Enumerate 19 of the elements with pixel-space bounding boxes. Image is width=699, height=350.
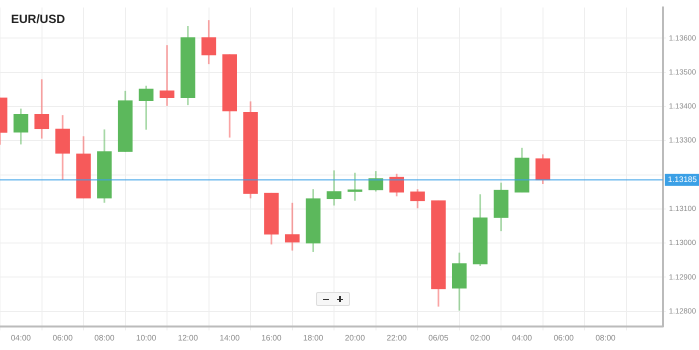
candlestick bbox=[160, 45, 174, 106]
x-tick-label: 10:00 bbox=[136, 333, 157, 342]
x-tick-label: 02:00 bbox=[470, 333, 491, 342]
x-tick-label: 18:00 bbox=[303, 333, 324, 342]
ref-line-label: 1.13185 bbox=[668, 175, 698, 184]
x-tick-label: 16:00 bbox=[261, 333, 282, 342]
candlestick bbox=[348, 172, 362, 201]
x-tick-label: 08:00 bbox=[595, 333, 616, 342]
chart-title: EUR/USD bbox=[11, 12, 66, 26]
x-tick-label: 06/05 bbox=[428, 333, 449, 342]
x-tick-label: 06:00 bbox=[554, 333, 574, 342]
x-tick-label: 06:00 bbox=[52, 333, 74, 342]
x-tick-label: 22:00 bbox=[386, 333, 408, 342]
x-tick-label: 04:00 bbox=[512, 333, 533, 342]
x-tick-label: 14:00 bbox=[220, 333, 240, 342]
x-tick-label: 08:00 bbox=[94, 333, 115, 342]
x-tick-label: 20:00 bbox=[344, 333, 366, 342]
x-tick-label: 12:00 bbox=[178, 333, 198, 342]
x-tick-label: 04:00 bbox=[10, 333, 32, 342]
